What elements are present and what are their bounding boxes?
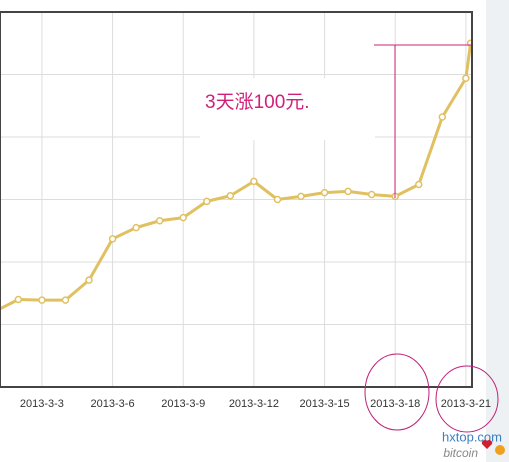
watermark: hxtop.com (442, 429, 502, 444)
coin-icon (495, 445, 505, 455)
x-tick-label: 2013-3-6 (91, 398, 135, 410)
watermark-sub: bitcoin (443, 446, 478, 460)
point (344, 187, 352, 196)
plot-frame (0, 11, 473, 388)
point (85, 276, 93, 284)
highlight-circle (364, 353, 430, 431)
line (0, 43, 472, 311)
x-tick-label: 2013-3-12 (229, 398, 279, 410)
point (250, 177, 258, 186)
x-tick-label: 2013-3-15 (299, 398, 349, 410)
point (61, 296, 70, 304)
point (438, 113, 447, 121)
x-tick-label: 2013-3-21 (441, 398, 491, 410)
side-strip (486, 0, 509, 462)
annotation-box (200, 78, 375, 140)
point (415, 180, 423, 189)
x-tick-label: 2013-3-18 (370, 398, 420, 410)
point (462, 74, 470, 82)
point (132, 223, 140, 232)
point (297, 192, 305, 201)
annotation: 3天涨100元. (205, 91, 310, 113)
x-tick-label: 2013-3-3 (20, 398, 64, 410)
heart-icon (481, 440, 493, 449)
plot-area (0, 12, 472, 387)
point (108, 235, 117, 243)
point (179, 213, 187, 222)
point (14, 295, 23, 304)
point (367, 190, 376, 199)
point (155, 217, 164, 225)
highlight-circle (435, 365, 499, 433)
point (273, 195, 282, 204)
x-tick-label: 2013-3-9 (161, 398, 205, 410)
point (320, 188, 329, 197)
point (38, 296, 46, 304)
point (203, 197, 211, 206)
point (226, 192, 235, 200)
